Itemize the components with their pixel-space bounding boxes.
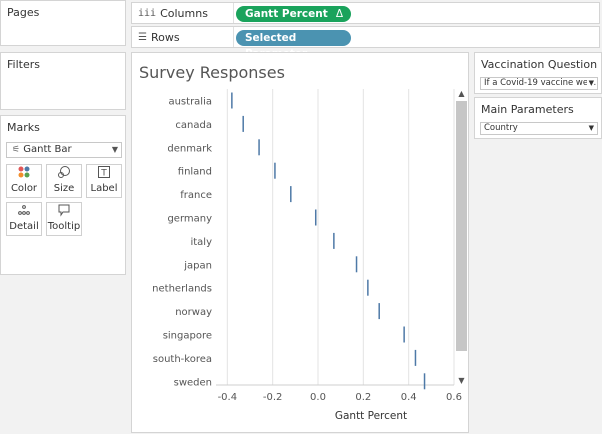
gantt-mark — [258, 139, 260, 156]
vaccination-question-select[interactable]: If a Covid-19 vaccine we... ▼ — [480, 77, 598, 90]
filters-panel-title: Filters — [7, 58, 40, 71]
category-label: south-korea — [153, 354, 212, 365]
main-parameters-title: Main Parameters — [481, 103, 574, 116]
scroll-up-icon[interactable]: ▲ — [458, 89, 465, 98]
vaccination-question-value: If a Covid-19 vaccine we... — [484, 78, 597, 88]
vertical-scrollbar[interactable]: ▲ ▼ — [455, 89, 468, 385]
detail-button-label: Detail — [9, 221, 39, 232]
x-tick-label: 0.2 — [355, 392, 371, 403]
chart-title: Survey Responses — [139, 63, 285, 82]
gantt-mark — [355, 256, 358, 273]
rows-label-text: Rows — [150, 31, 180, 44]
shelf-divider — [233, 27, 234, 47]
chart-canvas: australia canada denmark finland france germa… — [152, 89, 462, 422]
category-label: italy — [190, 237, 212, 248]
vaccination-question-title: Vaccination Question — [481, 58, 598, 71]
tooltip-icon — [47, 203, 81, 221]
category-label: australia — [168, 97, 212, 108]
category-label: canada — [175, 120, 212, 131]
category-label: denmark — [167, 143, 212, 154]
category-label: japan — [183, 260, 212, 271]
columns-icon: iii — [138, 8, 157, 19]
category-label: singapore — [163, 331, 212, 342]
label-icon: T — [87, 165, 121, 183]
vaccination-question-panel: Vaccination Question If a Covid-19 vacci… — [474, 52, 602, 94]
x-tick-label: 0.6 — [446, 392, 462, 403]
label-button[interactable]: T Label — [86, 164, 122, 198]
pages-panel: Pages — [0, 0, 126, 46]
x-tick-label: -0.4 — [218, 392, 238, 403]
mark-type-label: Gantt Bar — [23, 144, 72, 155]
gantt-percent-pill[interactable]: Gantt Percent Δ — [236, 6, 351, 22]
category-label: sweden — [174, 377, 212, 388]
filters-panel[interactable]: Filters — [0, 52, 126, 110]
gantt-mark — [403, 326, 405, 343]
gantt-mark — [231, 92, 233, 109]
columns-shelf[interactable]: iii Columns Gantt Percent Δ — [131, 2, 600, 24]
gantt-mark — [414, 349, 417, 366]
main-parameters-select[interactable]: Country ▼ — [480, 122, 598, 135]
tooltip-button-label: Tooltip — [47, 221, 81, 232]
delta-icon: Δ — [335, 8, 343, 20]
chevron-down-icon: ▼ — [111, 145, 118, 154]
chevron-down-icon: ▼ — [586, 123, 594, 134]
x-tick-label: 0.4 — [401, 392, 417, 403]
gantt-percent-pill-label: Gantt Percent — [245, 8, 328, 20]
gantt-mark — [314, 209, 317, 226]
scroll-down-icon[interactable]: ▼ — [458, 376, 465, 385]
main-parameters-panel: Main Parameters Country ▼ — [474, 97, 602, 139]
columns-label-text: Columns — [160, 7, 208, 20]
x-tick-label: -0.2 — [263, 392, 283, 403]
shelf-divider — [233, 3, 234, 23]
svg-text:T: T — [100, 169, 107, 179]
color-button[interactable]: Color — [6, 164, 42, 198]
gantt-mark — [242, 115, 244, 132]
main-parameters-value: Country — [484, 123, 518, 133]
label-button-label: Label — [90, 183, 118, 194]
category-label: france — [180, 190, 212, 201]
chart-panel: Survey Responses australia canada denmark f… — [131, 52, 469, 433]
detail-button[interactable]: Detail — [6, 202, 42, 236]
pages-panel-title: Pages — [7, 6, 40, 19]
size-button[interactable]: Size — [46, 164, 82, 198]
x-tick-label: 0.0 — [310, 392, 326, 403]
scrollbar-thumb[interactable] — [456, 101, 467, 351]
category-label: germany — [167, 214, 212, 225]
gantt-mark — [367, 279, 369, 296]
category-label: finland — [178, 167, 212, 178]
marks-panel: Marks ⚟ Gantt Bar ▼ Color Size T Label D… — [0, 115, 126, 275]
gantt-mark — [333, 232, 335, 249]
gantt-mark — [274, 162, 276, 179]
mark-type-dropdown[interactable]: ⚟ Gantt Bar ▼ — [6, 142, 122, 158]
detail-icon — [7, 203, 41, 221]
color-dots-icon — [7, 165, 41, 183]
selected-parameter-pill[interactable]: Selected Parameter — [236, 30, 351, 60]
gantt-mark — [378, 303, 380, 320]
category-label: norway — [175, 307, 212, 318]
columns-shelf-label: iii Columns — [138, 7, 208, 20]
category-label: netherlands — [152, 284, 212, 295]
size-button-label: Size — [53, 183, 75, 194]
tooltip-button[interactable]: Tooltip — [46, 202, 82, 236]
chevron-down-icon: ▼ — [586, 78, 594, 89]
gantt-mark — [290, 186, 292, 203]
rows-shelf[interactable]: ☰ Rows Selected Parameter — [131, 26, 600, 60]
x-axis-title: Gantt Percent — [335, 410, 407, 422]
size-icon — [47, 165, 81, 183]
gantt-bar-icon: ⚟ — [12, 145, 21, 155]
gantt-mark — [423, 373, 426, 390]
rows-icon: ☰ — [138, 32, 147, 43]
rows-shelf-label: ☰ Rows — [138, 31, 180, 44]
marks-panel-title: Marks — [7, 121, 40, 134]
color-button-label: Color — [10, 183, 38, 194]
